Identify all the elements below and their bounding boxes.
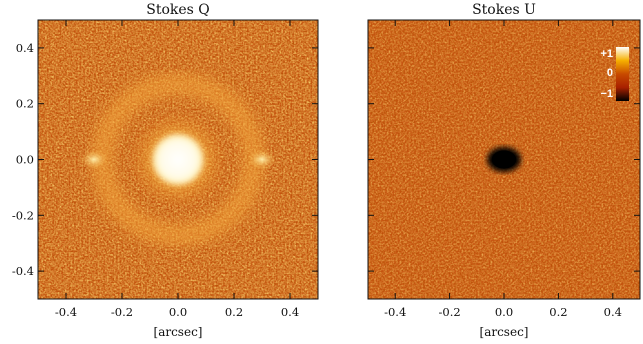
x-tick-label: -0.4 [384, 305, 406, 319]
stokes-q-left-lobe [80, 149, 108, 170]
x-tick-label: 0.4 [604, 305, 622, 319]
stokes-q-image [38, 20, 318, 299]
stokes-u-image [368, 20, 640, 299]
colorbar-label-plus-one: +1 [600, 48, 613, 60]
y-tick-label: 0.0 [16, 153, 34, 167]
x-tick-label: 0.0 [495, 305, 513, 319]
stokes-q-saturated-core [152, 134, 204, 185]
x-tick-label: -0.2 [439, 305, 461, 319]
colorbar-gradient [616, 47, 629, 101]
stokes-u-y-ticks [368, 47, 640, 272]
y-tick-label: -0.2 [12, 208, 34, 222]
stokes-u-title: Stokes U [472, 2, 536, 18]
stokes-u-x-ticks: -0.4 -0.2 0.0 0.2 0.4 [384, 20, 622, 319]
stokes-q-title: Stokes Q [146, 2, 210, 18]
x-tick-label: -0.4 [55, 305, 77, 319]
stokes-u-panel: Stokes U -0.4 -0.2 0.0 0.2 0.4 [arcsec] +1 0… [367, 2, 641, 339]
colorbar-label-minus-one: −1 [600, 88, 613, 100]
x-tick-label: 0.2 [225, 305, 243, 319]
x-tick-label: 0.4 [281, 305, 299, 319]
colorbar-label-zero: 0 [607, 67, 613, 79]
colorbar: +1 0 −1 [600, 47, 629, 101]
stokes-q-right-lobe [248, 149, 276, 170]
stokes-q-x-ticks: -0.4 -0.2 0.0 0.2 0.4 [55, 20, 299, 319]
stokes-q-y-ticks: -0.4 -0.2 0.0 0.2 0.4 [12, 41, 318, 278]
y-tick-label: 0.2 [16, 97, 34, 111]
y-tick-label: -0.4 [12, 264, 34, 278]
x-tick-label: 0.2 [549, 305, 567, 319]
stokes-q-panel: Stokes Q -0.4 -0.2 0.0 0.2 0.4 -0.4 -0.2 0.0 0.… [12, 2, 319, 339]
x-tick-label: 0.0 [169, 305, 187, 319]
stokes-u-x-label: [arcsec] [480, 325, 529, 339]
stokes-q-x-label: [arcsec] [154, 325, 203, 339]
y-tick-label: 0.4 [16, 41, 34, 55]
x-tick-label: -0.2 [111, 305, 133, 319]
stokes-u-dark-blob-core [491, 150, 517, 169]
